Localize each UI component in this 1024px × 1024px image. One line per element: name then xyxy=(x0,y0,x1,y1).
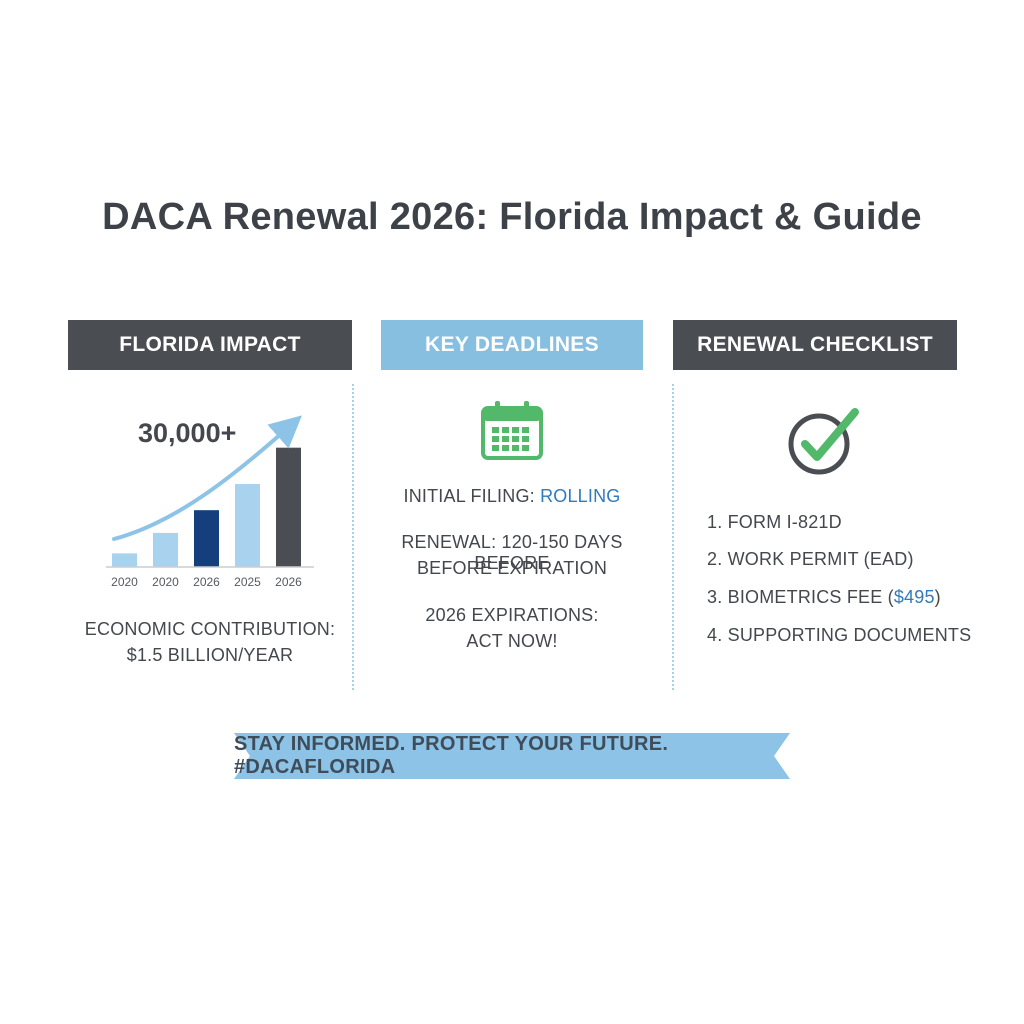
calendar-icon xyxy=(481,401,543,460)
column-divider-right xyxy=(672,384,674,690)
banner-ribbon-shape xyxy=(234,733,790,779)
bottom-banner: STAY INFORMED. PROTECT YOUR FUTURE. #DAC… xyxy=(234,733,790,779)
chart-tick-label-3: 2026 xyxy=(193,575,220,589)
expirations-line2: ACT NOW! xyxy=(466,631,558,651)
key-deadlines-panel: INITIAL FILING: ROLLING RENEWAL: 120-150… xyxy=(381,372,643,692)
renewal-checklist-header: RENEWAL CHECKLIST xyxy=(673,320,957,370)
chart-bar-5 xyxy=(276,447,301,567)
initial-filing-line: INITIAL FILING: ROLLING xyxy=(381,486,643,507)
chart-bar-4 xyxy=(235,484,260,567)
chart-tick-label-2: 2020 xyxy=(152,575,179,589)
chart-bar-3 xyxy=(194,510,219,567)
checklist-item-documents: 4. SUPPORTING DOCUMENTS xyxy=(707,625,972,645)
florida-impact-panel: 30,000+ 2020 2020 2026 2025 2026 ECONOMIC CO… xyxy=(68,372,352,692)
renewal-checklist-panel: 1. FORM I-821D 2. WORK PERMIT (EAD) 3. B… xyxy=(673,372,971,692)
checklist-item-work-permit: 2. WORK PERMIT (EAD) xyxy=(707,549,914,569)
biometrics-close-paren: ) xyxy=(934,587,941,607)
initial-filing-label: INITIAL FILING: xyxy=(403,486,541,506)
chart-tick-label-5: 2026 xyxy=(275,575,302,589)
biometrics-fee: $495 xyxy=(893,587,935,607)
impact-big-number: 30,000+ xyxy=(138,418,237,448)
contribution-value: $1.5 BILLION/YEAR xyxy=(126,645,294,665)
renewal-window-line2: BEFORE EXPIRATION xyxy=(416,558,608,578)
impact-bar-chart xyxy=(106,415,314,568)
checklist-item-biometrics: 3. BIOMETRICS FEE ($495) xyxy=(707,587,941,608)
chart-bar-1 xyxy=(112,553,137,567)
chart-tick-label-4: 2025 xyxy=(234,575,261,589)
chart-bar-2 xyxy=(153,532,178,567)
florida-impact-header: FLORIDA IMPACT xyxy=(68,320,352,370)
initial-filing-value: ROLLING xyxy=(540,486,621,506)
checklist-item-form: 1. FORM I-821D xyxy=(707,512,842,532)
chart-bars xyxy=(112,447,301,567)
page-title: DACA Renewal 2026: Florida Impact & Guid… xyxy=(102,196,922,238)
banner-text: STAY INFORMED. PROTECT YOUR FUTURE. #DAC… xyxy=(234,733,669,778)
key-deadlines-header: KEY DEADLINES xyxy=(381,320,643,370)
chart-tick-label-1: 2020 xyxy=(111,575,138,589)
biometrics-label: 3. BIOMETRICS FEE ( xyxy=(707,587,894,607)
expirations-line1: 2026 EXPIRATIONS: xyxy=(425,605,599,625)
renewal-window-line1: RENEWAL: 120-150 DAYS BEFORE xyxy=(401,532,623,573)
contribution-label: ECONOMIC CONTRIBUTION: xyxy=(84,619,336,639)
column-divider-left xyxy=(352,384,354,690)
checkmark-circle-icon xyxy=(788,408,859,475)
trend-arrow xyxy=(112,415,302,541)
